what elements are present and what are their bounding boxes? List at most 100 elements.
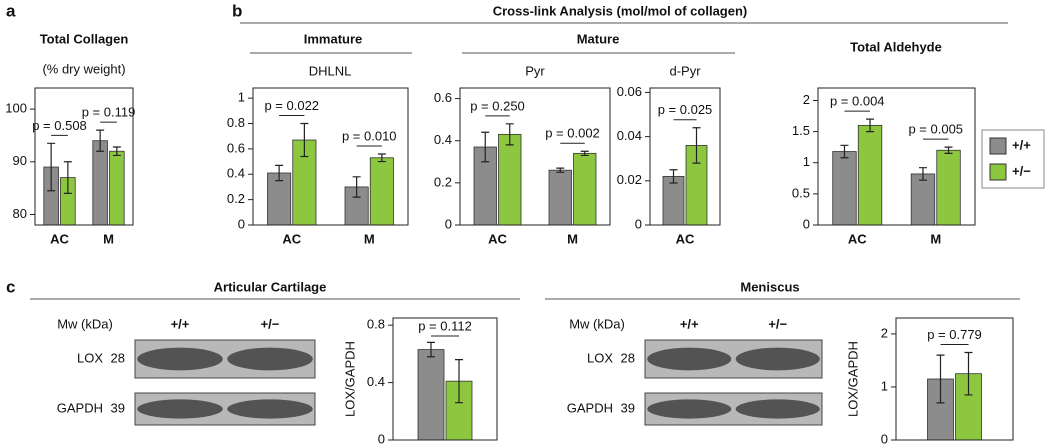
error-bar [377,153,386,163]
group-title: Cross-link Analysis (mol/mol of collagen… [493,3,748,18]
bar [832,151,857,226]
p-value: p = 0.119 [82,105,136,120]
blot-band [137,347,223,371]
y-tick-label: 0.6 [434,90,452,105]
error-bar [964,351,973,396]
bar [92,140,108,226]
x-tick-label: M [567,231,578,246]
error-bar [669,169,678,184]
error-bar [918,167,927,181]
y-axis-label: LOX/GAPDH [342,341,357,417]
chart-title: Total Aldehyde [850,39,942,54]
blot-protein: LOX [77,350,103,365]
blot-lane-label: +/− [261,316,280,331]
x-tick-label: AC [676,231,695,246]
blot-band [735,347,820,371]
x-tick-label: M [930,231,941,246]
y-tick-label: 0.6 [227,140,245,155]
legend-label: +/− [1012,163,1031,178]
y-tick-label: 0.06 [617,84,642,99]
y-tick-label: 0.4 [367,374,385,389]
chart-title: Articular Cartilage [214,279,327,294]
blot-band [227,399,313,419]
legend-label: +/+ [1012,137,1031,152]
legend-swatch [989,163,1007,181]
p-value: p = 0.025 [658,102,713,117]
y-tick-label: 0 [445,216,452,231]
p-value: p = 0.022 [264,98,319,113]
error-bar [580,150,589,157]
panel-label: a [6,1,16,20]
blot-mw: 39 [111,400,125,415]
p-value: p = 0.112 [418,318,472,333]
chart-title: Meniscus [740,279,799,294]
blot-lane-label: +/− [768,316,787,331]
y-tick-label: 0.02 [617,172,642,187]
error-bar [840,144,849,159]
y-tick-label: 1 [238,90,245,105]
y-tick-label: 80 [13,206,27,221]
group-heading: Immature [304,31,363,46]
error-bar [505,123,514,146]
error-bar [944,146,953,154]
y-axis-label: LOX/GAPDH [845,341,860,417]
y-tick-label: 0.4 [434,132,452,147]
y-tick-label: 0.5 [792,185,810,200]
blot-protein: GAPDH [567,400,613,415]
blot-protein: GAPDH [57,400,103,415]
y-tick-label: 0.8 [227,115,245,130]
blot-band [137,399,223,419]
bar [109,150,125,226]
chart-subtitle: d-Pyr [669,63,701,78]
plot-frame [392,317,498,441]
error-bar [866,118,875,133]
y-tick-label: 90 [13,153,27,168]
y-tick-label: 0 [635,216,642,231]
bar [417,349,445,441]
y-tick-label: 1 [881,378,888,393]
bar [573,152,597,226]
y-tick-label: 0 [881,431,888,446]
x-tick-label: AC [848,231,867,246]
y-tick-label: 1.5 [792,123,810,138]
error-bar [112,146,121,157]
plot-frame [252,87,409,226]
bar [910,173,936,226]
bar [857,124,883,226]
x-tick-label: M [103,231,114,246]
panel-label: c [6,277,15,296]
y-tick-label: 0 [238,216,245,231]
y-tick-label: 1 [803,154,810,169]
blot-mw: 28 [621,350,635,365]
y-tick-label: 0.2 [227,191,245,206]
error-bar [455,359,463,404]
y-tick-label: 2 [881,325,888,340]
blot-band [227,347,313,371]
p-value: p = 0.779 [927,327,982,342]
y-tick-label: 0.8 [367,317,385,332]
plot-frame [817,87,976,226]
blot-mw: 28 [111,350,125,365]
p-value: p = 0.005 [908,122,963,137]
chart-title: Total Collagen [40,31,129,46]
legend-swatch [989,137,1007,155]
error-bar [63,161,72,194]
p-value: p = 0.250 [470,98,525,113]
y-tick-label: 0 [378,431,385,446]
error-bar [96,129,105,152]
blot-band [647,399,732,419]
chart-subtitle: (% dry weight) [42,61,125,76]
group-heading: Mature [577,31,620,46]
error-bar [556,167,565,173]
blot-mw-label: Mw (kDa) [569,316,625,331]
plot-frame [459,87,611,226]
blot-protein: LOX [587,350,613,365]
bar [662,175,685,226]
error-bar [481,131,490,163]
panel-label: b [232,1,242,20]
error-bar [936,354,945,404]
chart-subtitle: Pyr [525,63,545,78]
blot-mw: 39 [621,400,635,415]
error-bar [47,142,56,192]
